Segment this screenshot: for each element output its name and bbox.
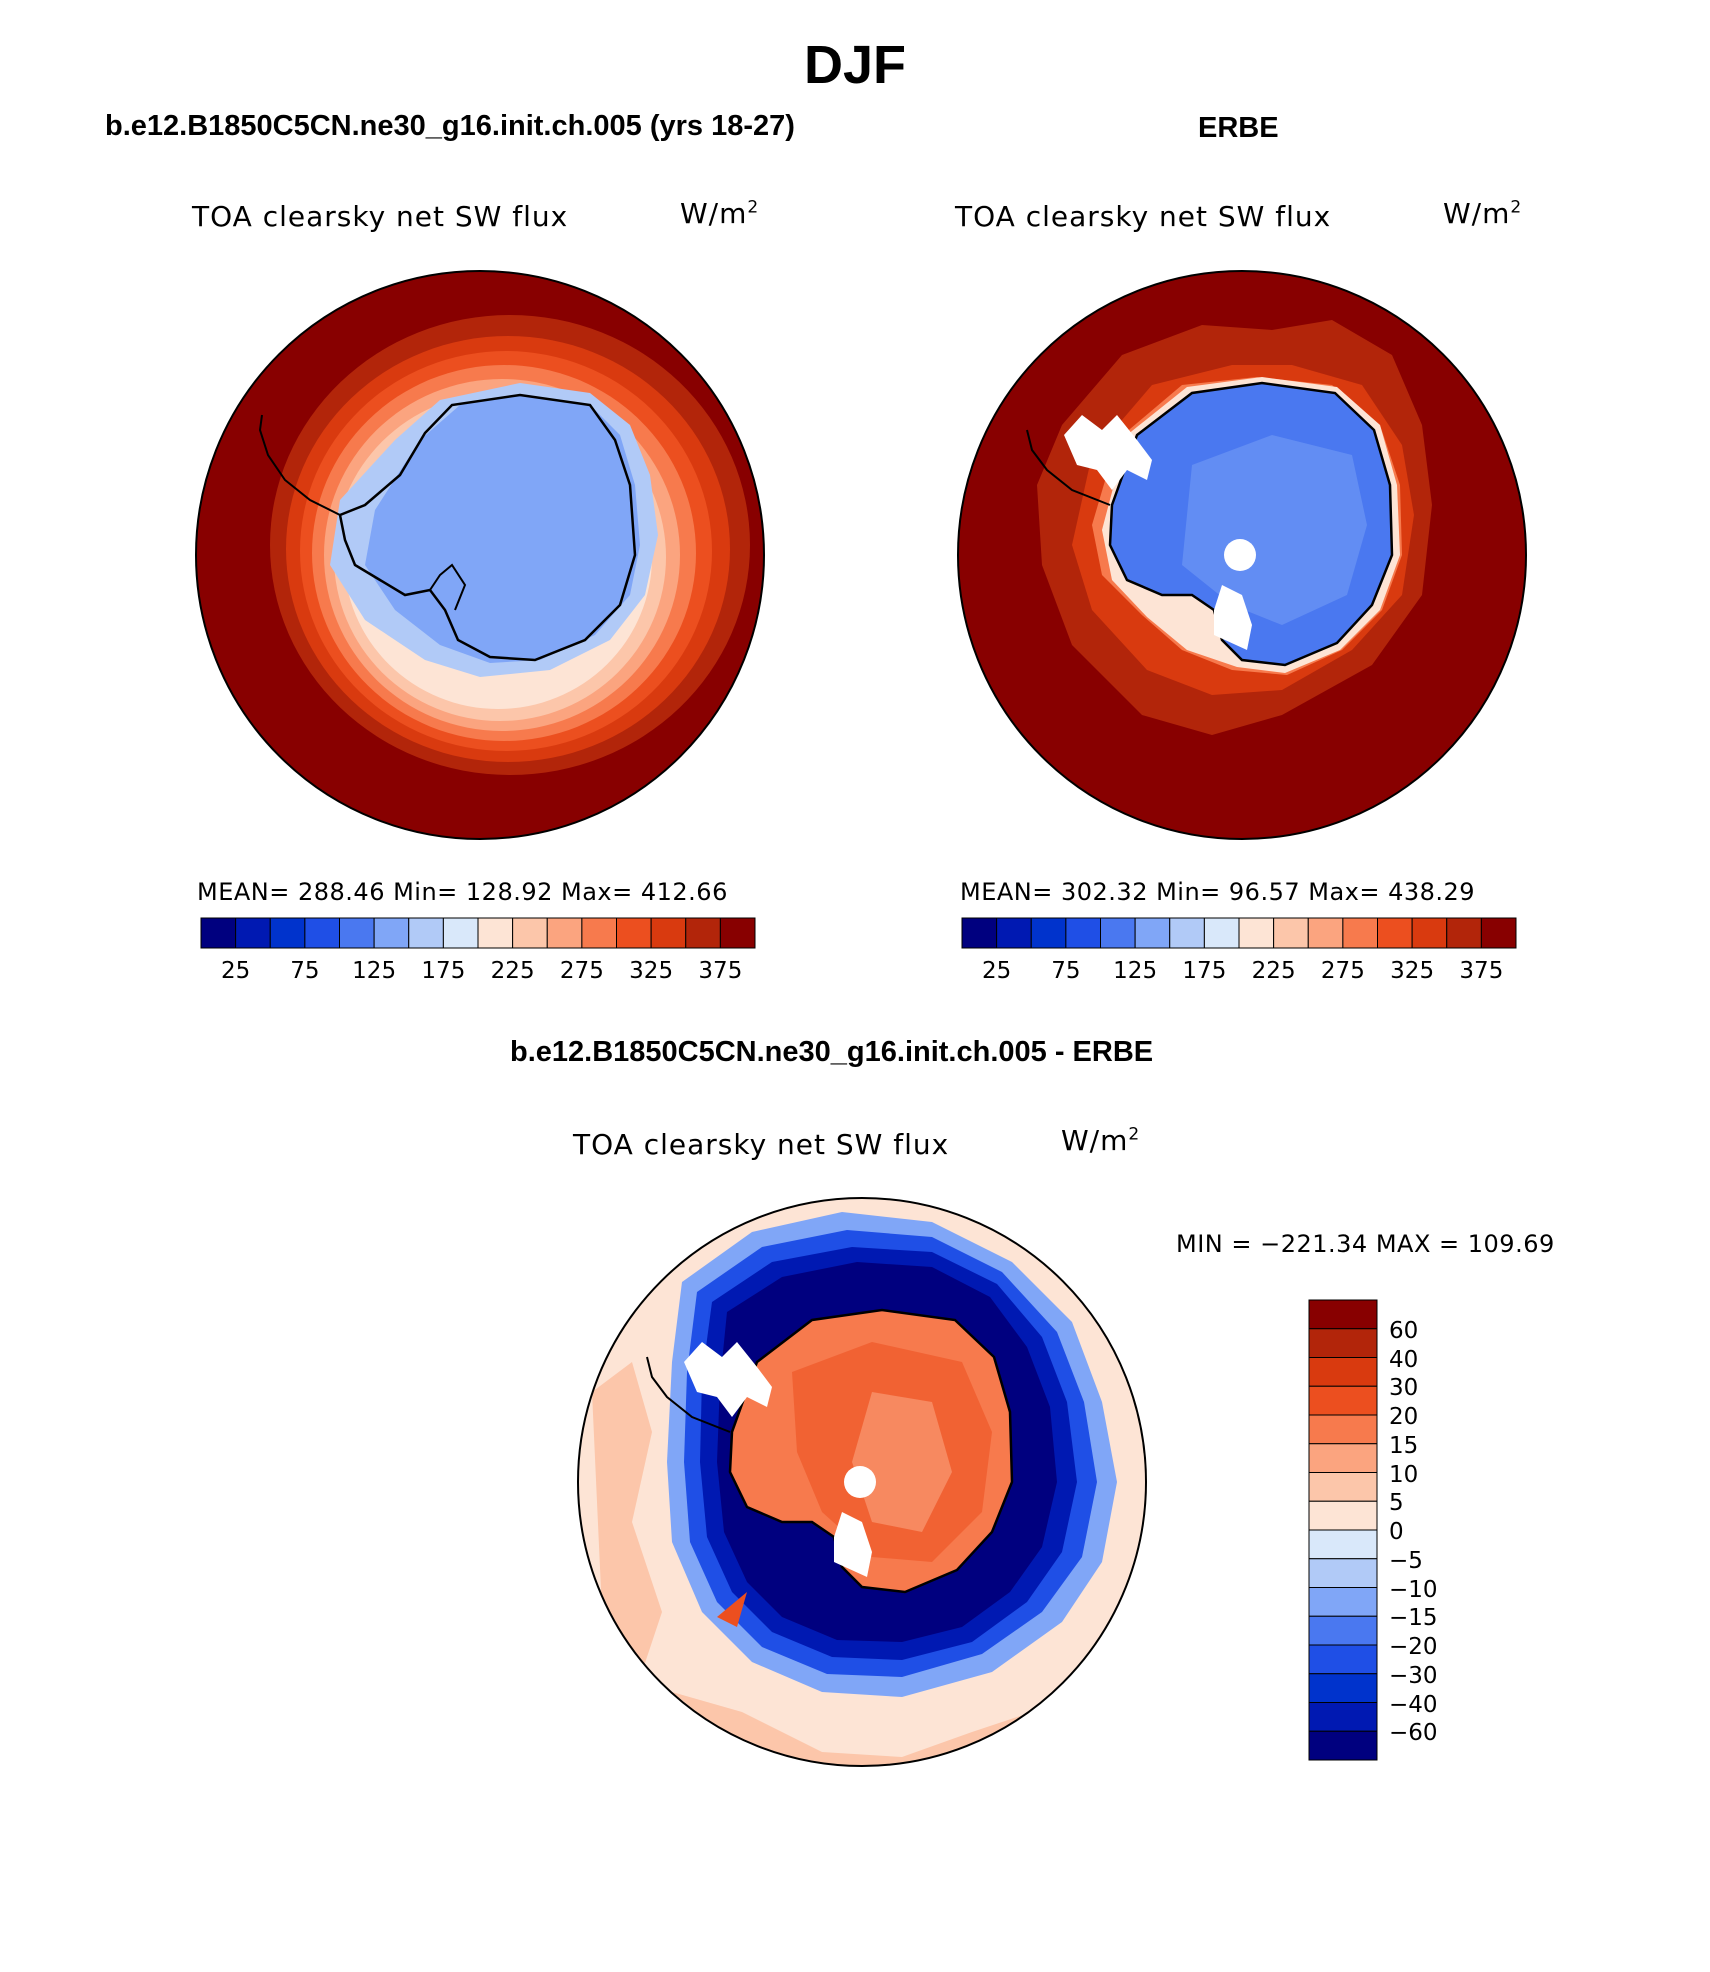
colorbar-tick-label: 375 [698,958,743,984]
colorbar-swatch [1307,917,1344,949]
colorbar-swatch [1169,917,1205,949]
colorbar-tick-label: −5 [1389,1547,1423,1574]
panel3-colorbar [1308,1299,1378,1761]
colorbar-swatch [616,917,652,949]
colorbar-swatch [1134,917,1171,949]
colorbar-swatch [1308,1644,1378,1675]
colorbar-tick-label: 15 [1389,1432,1419,1459]
colorbar-swatch [1308,1500,1378,1531]
colorbar-tick-label: 225 [490,958,535,984]
colorbar-swatch [1308,1702,1378,1732]
colorbar-tick-label: 25 [220,958,251,984]
panel2-stats: MEAN= 302.32 Min= 96.57 Max= 438.29 [960,878,1476,906]
colorbar-tick-label: 175 [1182,958,1227,984]
colorbar-swatch [1308,1385,1378,1416]
colorbar-swatch [1030,917,1067,949]
colorbar-swatch [1342,917,1378,949]
colorbar-swatch [581,917,617,949]
colorbar-tick-label: 225 [1251,958,1296,984]
colorbar-swatch [512,917,548,949]
colorbar-tick-label: 5 [1389,1490,1404,1517]
panel3-heading: b.e12.B1850C5CN.ne30_g16.init.ch.005 - E… [510,1036,1154,1068]
colorbar-tick-label: −60 [1389,1720,1438,1747]
colorbar-swatch [269,917,306,949]
colorbar-tick-label: 25 [981,958,1012,984]
colorbar-swatch [719,917,756,949]
colorbar-swatch [1100,917,1136,949]
panel3-stats: MIN = −221.34 MAX = 109.69 [1176,1230,1555,1258]
panel3-units: W/m2 [1061,1124,1141,1157]
colorbar-tick-label: 60 [1389,1317,1419,1344]
colorbar-tick-label: 125 [1113,958,1158,984]
panel2-heading: ERBE [1198,112,1279,144]
colorbar-swatch [408,917,444,949]
colorbar-swatch [477,917,514,949]
panel2-units: W/m2 [1443,197,1523,230]
colorbar-swatch [961,917,998,949]
colorbar-tick-label: 0 [1389,1519,1404,1545]
panel1-stats: MEAN= 288.46 Min= 128.92 Max= 412.66 [197,878,728,906]
colorbar-tick-label: 375 [1459,958,1504,984]
colorbar-swatch [1065,917,1101,949]
colorbar-swatch [1273,917,1309,949]
colorbar-swatch [1308,1558,1378,1588]
colorbar-tick-label: 75 [290,958,320,984]
colorbar-swatch [1411,917,1448,949]
colorbar-swatch [650,917,687,949]
colorbar-swatch [200,917,237,949]
colorbar-tick-label: −15 [1389,1605,1438,1632]
colorbar-tick-label: 10 [1389,1461,1419,1488]
colorbar-swatch [235,917,271,949]
colorbar-swatch [1238,917,1275,949]
colorbar-swatch [685,917,721,949]
colorbar-swatch [1308,1414,1378,1445]
colorbar-swatch [1203,917,1240,949]
colorbar-swatch [1308,1587,1378,1617]
colorbar-tick-label: 325 [629,958,674,984]
colorbar-swatch [339,917,375,949]
panel1-units: W/m2 [680,197,760,230]
colorbar-swatch [1308,1357,1378,1387]
colorbar-tick-label: −10 [1389,1576,1438,1603]
colorbar-tick-label: 125 [352,958,397,984]
colorbar-swatch [373,917,410,949]
panel2-variable: TOA clearsky net SW flux [955,200,1332,233]
colorbar-tick-label: 20 [1389,1404,1419,1430]
colorbar-swatch [1308,1529,1378,1560]
colorbar-tick-label: 75 [1051,958,1081,984]
colorbar-tick-label: −20 [1389,1634,1438,1660]
figure-title: DJF [803,35,906,95]
panel3-variable: TOA clearsky net SW flux [573,1128,950,1161]
colorbar-swatch [1446,917,1482,949]
colorbar-swatch [1308,1299,1378,1330]
colorbar-swatch [546,917,583,949]
colorbar-tick-label: 275 [1320,958,1365,984]
panel1-variable: TOA clearsky net SW flux [192,200,569,233]
colorbar-swatch [996,917,1032,949]
colorbar-swatch [1308,1472,1378,1502]
panel2-colorbar [961,917,1517,949]
colorbar-swatch [1308,1730,1378,1761]
panel3-polar-map [577,1197,1147,1767]
colorbar-swatch [1308,1673,1378,1703]
colorbar-swatch [1377,917,1413,949]
colorbar-tick-label: −30 [1389,1662,1438,1689]
colorbar-tick-label: 325 [1390,958,1435,984]
panel1-colorbar [200,917,756,949]
colorbar-swatch [1480,917,1517,949]
colorbar-swatch [1308,1615,1378,1646]
colorbar-tick-label: 175 [421,958,466,984]
colorbar-tick-label: 30 [1389,1375,1419,1402]
colorbar-tick-label: −40 [1389,1691,1438,1718]
colorbar-swatch [1308,1443,1378,1473]
colorbar-swatch [304,917,340,949]
panel1-polar-map [195,270,765,840]
colorbar-swatch [442,917,479,949]
colorbar-tick-label: 275 [559,958,604,984]
colorbar-swatch [1308,1328,1378,1358]
colorbar-tick-label: 40 [1389,1346,1419,1373]
panel2-polar-map [957,270,1527,840]
panel1-heading: b.e12.B1850C5CN.ne30_g16.init.ch.005 (yr… [105,110,795,142]
